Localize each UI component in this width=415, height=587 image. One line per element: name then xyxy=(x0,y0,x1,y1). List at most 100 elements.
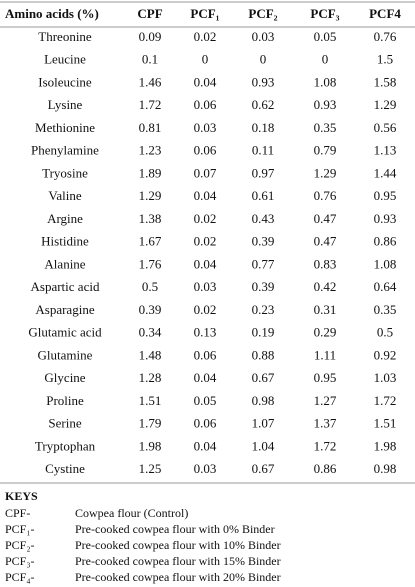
cell: 0.88 xyxy=(252,347,275,362)
cell: 0 xyxy=(322,52,329,67)
cell: 1.48 xyxy=(139,347,162,362)
row-label: Tryptophan xyxy=(35,438,96,453)
cell: 0.06 xyxy=(194,347,217,362)
cell: 0.42 xyxy=(314,279,337,294)
cell: 0.07 xyxy=(194,165,217,180)
cell: 0.19 xyxy=(252,325,275,340)
cell: 0.93 xyxy=(374,211,397,226)
cell: 0.04 xyxy=(194,188,217,203)
cell: 1.98 xyxy=(139,438,162,453)
cell: 1.28 xyxy=(139,370,162,385)
cell: 0.04 xyxy=(194,370,217,385)
cell: 1.08 xyxy=(314,74,337,89)
key-desc: Pre-cooked cowpea flour with 0% Binder xyxy=(75,522,275,536)
cell: 0 xyxy=(260,52,267,67)
cell: 1.5 xyxy=(377,52,393,67)
cell: 0.31 xyxy=(314,302,337,317)
column-header: PCF₂ xyxy=(248,6,277,21)
row-label: Threonine xyxy=(38,29,92,44)
cell: 0.76 xyxy=(314,188,337,203)
cell: 0.04 xyxy=(194,74,217,89)
cell: 0.5 xyxy=(377,325,393,340)
row-label: Argine xyxy=(47,211,83,226)
cell: 0.92 xyxy=(374,347,397,362)
cell: 1.67 xyxy=(139,234,162,249)
cell: 1.38 xyxy=(139,211,162,226)
cell: 1.07 xyxy=(252,416,275,431)
cell: 0.86 xyxy=(374,234,397,249)
cell: 1.72 xyxy=(314,438,337,453)
cell: 0.47 xyxy=(314,234,337,249)
cell: 0.67 xyxy=(252,461,275,476)
cell: 0.05 xyxy=(194,393,217,408)
cell: 0.06 xyxy=(194,416,217,431)
cell: 0.47 xyxy=(314,211,337,226)
cell: 1.27 xyxy=(314,393,337,408)
cell: 0.83 xyxy=(314,256,337,271)
cell: 0.34 xyxy=(139,325,162,340)
cell: 1.37 xyxy=(314,416,337,431)
cell: 0.95 xyxy=(314,370,337,385)
key-code: PCF₂- xyxy=(5,538,35,552)
cell: 1.29 xyxy=(139,188,162,203)
cell: 1.72 xyxy=(374,393,397,408)
cell: 1.79 xyxy=(139,416,162,431)
cell: 1.13 xyxy=(374,143,397,158)
cell: 1.76 xyxy=(139,256,162,271)
cell: 1.89 xyxy=(139,165,162,180)
column-header: CPF xyxy=(137,6,162,21)
cell: 0.56 xyxy=(374,120,397,135)
cell: 0.02 xyxy=(194,211,217,226)
cell: 0.81 xyxy=(139,120,162,135)
row-label: Asparagine xyxy=(35,302,94,317)
keys-title: KEYS xyxy=(5,489,38,503)
row-label: Glycine xyxy=(44,370,85,385)
cell: 0.1 xyxy=(142,52,158,67)
cell: 1.23 xyxy=(139,143,162,158)
cell: 1.08 xyxy=(374,256,397,271)
row-label: Valine xyxy=(48,188,81,203)
row-label: Methionine xyxy=(35,120,95,135)
key-code: CPF- xyxy=(5,506,30,520)
cell: 0.97 xyxy=(252,165,275,180)
cell: 1.25 xyxy=(139,461,162,476)
row-label: Serine xyxy=(48,416,81,431)
row-label: Glutamic acid xyxy=(28,325,102,340)
cell: 0.11 xyxy=(252,143,274,158)
cell: 1.11 xyxy=(314,347,336,362)
cell: 0.39 xyxy=(252,279,275,294)
row-label: Tryosine xyxy=(42,165,88,180)
cell: 1.03 xyxy=(374,370,397,385)
cell: 0.29 xyxy=(314,325,337,340)
cell: 0.05 xyxy=(314,29,337,44)
key-desc: Pre-cooked cowpea flour with 15% Binder xyxy=(75,554,281,568)
cell: 0.62 xyxy=(252,97,275,112)
cell: 0.02 xyxy=(194,302,217,317)
cell: 0.95 xyxy=(374,188,397,203)
cell: 0.02 xyxy=(194,29,217,44)
cell: 0.35 xyxy=(374,302,397,317)
key-code: PCF₄- xyxy=(5,570,35,584)
cell: 1.04 xyxy=(252,438,275,453)
key-code: PCF₁- xyxy=(5,522,35,536)
cell: 0.06 xyxy=(194,97,217,112)
cell: 0.09 xyxy=(139,29,162,44)
cell: 0.77 xyxy=(252,256,275,271)
column-header: Amino acids (%) xyxy=(5,6,99,21)
cell: 1.29 xyxy=(374,97,397,112)
cell: 0 xyxy=(202,52,209,67)
cell: 0.93 xyxy=(252,74,275,89)
row-label: Isoleucine xyxy=(38,74,92,89)
cell: 0.03 xyxy=(194,120,217,135)
cell: 0.5 xyxy=(142,279,158,294)
cell: 0.64 xyxy=(374,279,397,294)
cell: 0.13 xyxy=(194,325,217,340)
cell: 0.86 xyxy=(314,461,337,476)
cell: 0.06 xyxy=(194,143,217,158)
cell: 0.03 xyxy=(194,461,217,476)
cell: 0.18 xyxy=(252,120,275,135)
row-label: Cystine xyxy=(45,461,85,476)
row-label: Lysine xyxy=(48,97,83,112)
cell: 1.98 xyxy=(374,438,397,453)
